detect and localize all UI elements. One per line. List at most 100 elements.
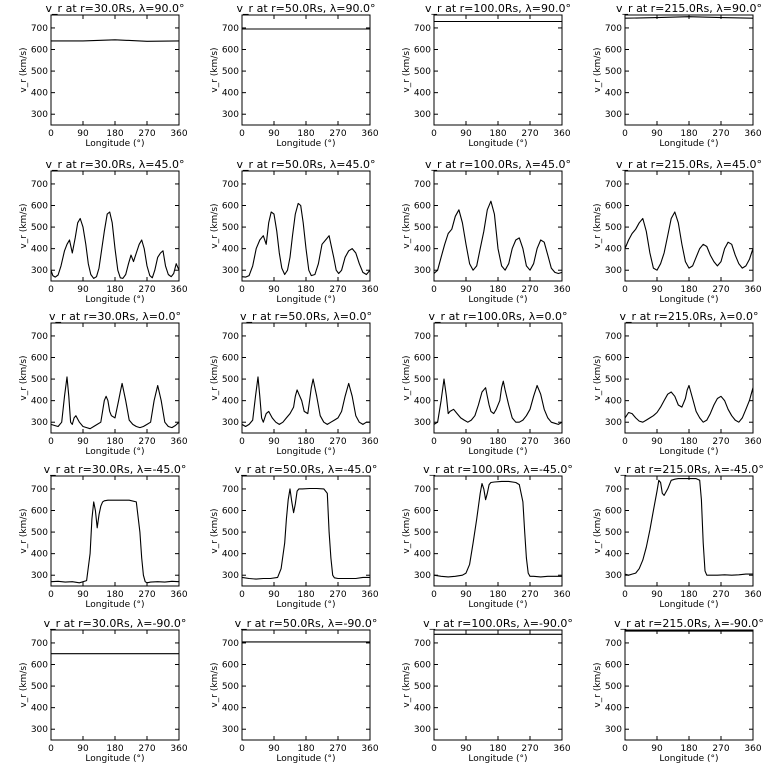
- y-tick-label: 300: [222, 725, 239, 735]
- x-tick-label: 0: [431, 129, 437, 139]
- y-axis-label: v_r (km/s): [402, 355, 412, 400]
- y-tick-label: 600: [222, 354, 239, 364]
- y-tick-label: 400: [222, 89, 239, 99]
- x-tick-label: 0: [622, 744, 628, 754]
- x-tick-label: 270: [329, 285, 346, 295]
- y-tick-label: 300: [605, 266, 622, 276]
- chart-title: v_r at r=100.0Rs, λ=0.0°: [429, 310, 568, 323]
- plot-frame: [624, 629, 754, 741]
- plot-frame: [50, 475, 180, 587]
- x-tick-label: 270: [712, 285, 729, 295]
- y-tick-label: 700: [605, 485, 622, 495]
- y-tick-label: 700: [31, 639, 48, 649]
- series-line: [50, 499, 180, 584]
- chart-panel: v_r at r=100.0Rs, λ=45.0° 0 90 180 270 360 300…: [402, 158, 571, 305]
- chart-title: v_r at r=50.0Rs, λ=90.0°: [237, 2, 376, 15]
- x-tick-label: 270: [521, 590, 538, 600]
- y-tick-label: 500: [31, 375, 48, 385]
- y-tick-label: 300: [605, 725, 622, 735]
- y-axis-label: v_r (km/s): [402, 47, 412, 92]
- y-axis-label: v_r (km/s): [19, 355, 29, 400]
- x-tick-label: 90: [268, 744, 280, 754]
- chart-panel: v_r at r=30.0Rs, λ=45.0° 0 90 180 270 360 300 4…: [19, 158, 188, 305]
- x-tick-label: 360: [553, 129, 570, 139]
- y-tick-label: 500: [31, 528, 48, 538]
- y-axis-label: v_r (km/s): [402, 203, 412, 248]
- plot-frame: [241, 475, 371, 587]
- chart-title: v_r at r=30.0Rs, λ=-45.0°: [44, 463, 187, 476]
- y-tick-label: 300: [414, 110, 431, 120]
- y-tick-label: 700: [414, 639, 431, 649]
- y-tick-label: 700: [222, 639, 239, 649]
- x-tick-label: 360: [361, 285, 378, 295]
- chart-title: v_r at r=50.0Rs, λ=-90.0°: [235, 617, 378, 630]
- x-tick-label: 270: [138, 129, 155, 139]
- chart-title: v_r at r=100.0Rs, λ=90.0°: [425, 2, 571, 15]
- plot-frame: [50, 170, 180, 282]
- x-tick-label: 90: [268, 590, 280, 600]
- x-tick-label: 360: [170, 285, 187, 295]
- y-tick-label: 700: [414, 24, 431, 34]
- chart-title: v_r at r=100.0Rs, λ=-45.0°: [423, 463, 573, 476]
- x-tick-label: 90: [651, 744, 663, 754]
- plot-frame: [50, 14, 180, 126]
- x-tick-label: 180: [106, 129, 123, 139]
- y-tick-label: 400: [31, 245, 48, 255]
- x-tick-label: 180: [297, 437, 314, 447]
- y-tick-label: 700: [222, 332, 239, 342]
- x-tick-label: 360: [744, 285, 761, 295]
- x-axis-label: Longitude (°): [85, 754, 144, 764]
- y-axis-label: v_r (km/s): [19, 47, 29, 92]
- y-axis-label: v_r (km/s): [19, 662, 29, 707]
- x-tick-label: 270: [712, 129, 729, 139]
- y-tick-label: 400: [222, 245, 239, 255]
- x-tick-label: 180: [489, 590, 506, 600]
- x-tick-label: 360: [744, 590, 761, 600]
- y-tick-label: 600: [31, 46, 48, 56]
- x-axis-label: Longitude (°): [276, 754, 335, 764]
- y-tick-label: 700: [605, 180, 622, 190]
- x-tick-label: 90: [651, 285, 663, 295]
- x-tick-label: 90: [460, 744, 472, 754]
- y-tick-label: 700: [31, 180, 48, 190]
- x-axis-label: Longitude (°): [468, 447, 527, 457]
- chart-panel: v_r at r=100.0Rs, λ=90.0° 0 90 180 270 360 300…: [402, 2, 571, 149]
- series-line: [433, 200, 563, 275]
- x-tick-label: 180: [106, 285, 123, 295]
- series-line: [624, 478, 753, 576]
- plot-frame: [50, 629, 180, 741]
- plot-frame: [624, 475, 754, 587]
- y-tick-label: 300: [414, 266, 431, 276]
- y-tick-label: 500: [31, 223, 48, 233]
- y-axis-label: v_r (km/s): [593, 355, 603, 400]
- y-tick-label: 300: [31, 266, 48, 276]
- plot-frame: [433, 14, 563, 126]
- y-tick-label: 500: [414, 375, 431, 385]
- chart-panel: v_r at r=215.0Rs, λ=-90.0° 0 90 180 270 360 30…: [593, 617, 764, 764]
- x-axis-label: Longitude (°): [85, 447, 144, 457]
- x-axis-label: Longitude (°): [468, 600, 527, 610]
- y-tick-label: 300: [605, 571, 622, 581]
- x-tick-label: 270: [521, 437, 538, 447]
- y-tick-label: 400: [31, 704, 48, 714]
- x-tick-label: 270: [329, 744, 346, 754]
- x-tick-label: 360: [361, 744, 378, 754]
- y-axis-label: v_r (km/s): [210, 355, 220, 400]
- x-tick-label: 270: [521, 129, 538, 139]
- x-tick-label: 360: [361, 437, 378, 447]
- y-tick-label: 500: [222, 682, 239, 692]
- x-tick-label: 360: [553, 437, 570, 447]
- chart-title: v_r at r=50.0Rs, λ=45.0°: [237, 158, 376, 171]
- x-tick-label: 0: [239, 744, 245, 754]
- y-tick-label: 300: [31, 110, 48, 120]
- y-tick-label: 600: [222, 202, 239, 212]
- y-tick-label: 600: [414, 46, 431, 56]
- x-tick-label: 270: [138, 744, 155, 754]
- x-tick-label: 360: [553, 285, 570, 295]
- y-axis-label: v_r (km/s): [402, 662, 412, 707]
- y-tick-label: 500: [414, 682, 431, 692]
- y-tick-label: 600: [414, 202, 431, 212]
- y-axis-label: v_r (km/s): [593, 662, 603, 707]
- x-tick-label: 180: [680, 437, 697, 447]
- x-tick-label: 90: [77, 744, 89, 754]
